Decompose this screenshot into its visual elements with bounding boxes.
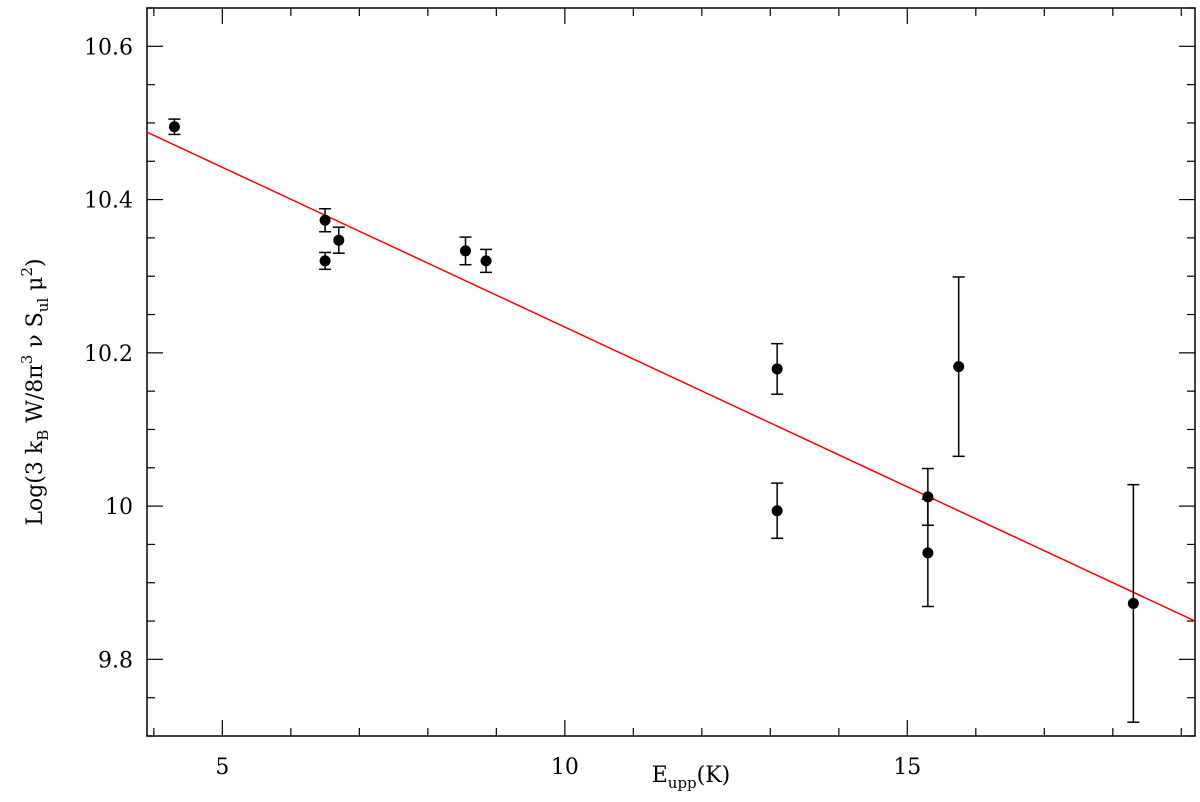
point-marker (319, 214, 331, 226)
point-marker (922, 547, 934, 559)
y-axis-label: Log(3 kB W/8π3 ν Sul μ2) (18, 258, 52, 525)
x-axis-label: Eupp(K) (652, 763, 731, 792)
data-point (921, 498, 934, 608)
y-tick-label: 10.6 (84, 35, 133, 60)
x-tick-label: 5 (215, 755, 229, 780)
fit-line (146, 131, 1196, 622)
data-point (771, 482, 784, 540)
data-point (480, 248, 493, 274)
point-marker (953, 361, 965, 373)
y-tick-label: 9.8 (98, 648, 133, 673)
point-marker (460, 245, 472, 257)
point-marker (480, 255, 492, 267)
data-point (319, 251, 332, 271)
axis-tick-labels: 5 10 15 9.8 10 10.2 10.4 10.6 (84, 35, 921, 780)
plot-frame (146, 7, 1196, 737)
y-tick-label: 10.2 (84, 342, 133, 367)
point-marker (319, 255, 331, 267)
y-tick-label: 10 (105, 495, 133, 520)
point-marker (771, 363, 783, 375)
data-points (168, 118, 1140, 723)
x-tick-label: 10 (551, 755, 579, 780)
data-point (319, 208, 332, 233)
data-point (771, 342, 784, 395)
data-point (1127, 483, 1140, 723)
data-point (332, 226, 345, 254)
point-marker (333, 234, 345, 246)
x-tick-label: 15 (893, 755, 921, 780)
point-marker (771, 505, 783, 517)
point-marker (168, 121, 180, 133)
axis-ticks (147, 7, 1195, 737)
y-tick-label: 10.4 (84, 189, 133, 214)
data-point (459, 236, 472, 266)
data-point (952, 276, 965, 458)
point-marker (1127, 597, 1139, 609)
data-point (168, 118, 181, 136)
